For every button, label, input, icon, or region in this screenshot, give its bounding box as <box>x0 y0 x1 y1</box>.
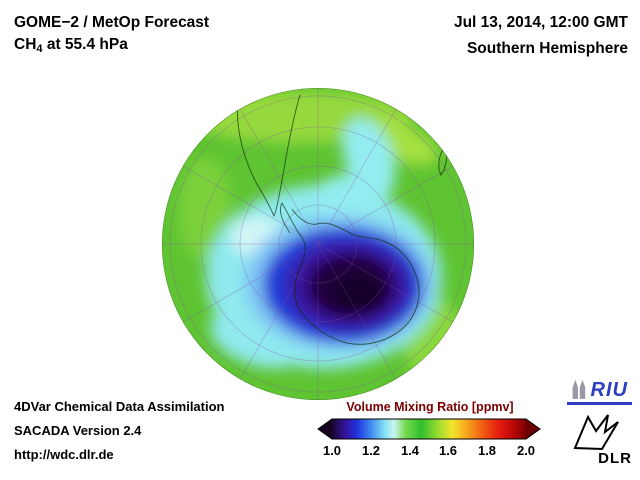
colorbar-gradient-bar <box>332 419 526 439</box>
product-title: GOME−2 / MetOp Forecast <box>14 14 210 31</box>
colorbar-tick-labels: 1.0 1.2 1.4 1.6 1.8 2.0 <box>317 443 541 459</box>
riu-logo: RIU <box>566 378 632 405</box>
tick-label: 1.0 <box>322 443 342 458</box>
riu-text: RIU <box>590 379 628 401</box>
colorbar-title: Volume Mixing Ratio [ppmv] <box>346 400 514 414</box>
colorbar-left-arrow-icon <box>318 419 332 439</box>
tick-label: 1.2 <box>361 443 381 458</box>
colorbar-right-arrow-icon <box>526 419 540 439</box>
species-level-line: CH4 at 55.4 hPa <box>14 36 128 55</box>
species-subscript: 4 <box>36 43 43 55</box>
tick-label: 1.4 <box>400 443 420 458</box>
version-label: SACADA Version 2.4 <box>14 423 142 438</box>
tick-label: 1.6 <box>438 443 458 458</box>
colorbar <box>317 418 541 440</box>
ch4-field <box>179 91 463 381</box>
pressure-level: at 55.4 hPa <box>42 36 128 53</box>
assimilation-label: 4DVar Chemical Data Assimilation <box>14 399 225 414</box>
species-name: CH <box>14 36 37 53</box>
url-label: http://wdc.dlr.de <box>14 447 114 462</box>
colorbar-outline <box>317 418 541 440</box>
datetime-text: Jul 13, 2014, 12:00 GMT <box>453 14 628 31</box>
hemisphere-map <box>162 88 474 400</box>
graticule <box>162 88 474 400</box>
tick-label: 1.8 <box>477 443 497 458</box>
coastlines <box>236 90 448 345</box>
header-right: Jul 13, 2014, 12:00 GMT Southern Hemisph… <box>454 10 628 62</box>
hemisphere-text: Southern Hemisphere <box>466 40 628 57</box>
dlr-mark-icon <box>573 414 619 451</box>
tick-label: 2.0 <box>516 443 536 458</box>
dlr-text: DLR <box>598 450 632 467</box>
cathedral-icon <box>572 380 585 399</box>
